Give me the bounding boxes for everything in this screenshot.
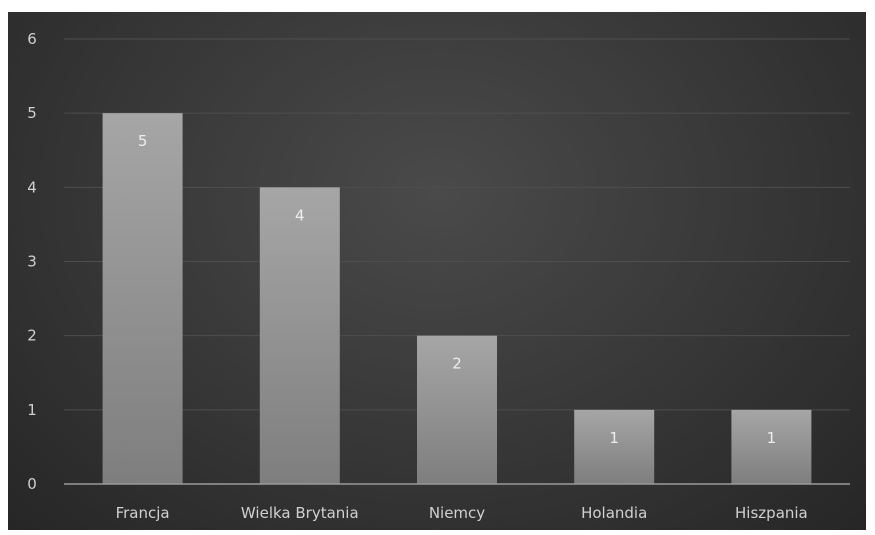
bar-hiszpania (731, 409, 812, 484)
y-axis-ticks: 0 1 2 3 4 5 6 (27, 30, 37, 493)
y-tick-label: 4 (27, 178, 37, 196)
bar-holandia (574, 409, 655, 484)
data-label: 2 (452, 355, 462, 373)
x-tick-label: Wielka Brytania (241, 504, 359, 522)
x-tick-label: Hiszpania (735, 504, 808, 522)
bar-wielka-brytania (259, 187, 340, 485)
data-label: 5 (138, 132, 148, 150)
bar-francja (102, 113, 183, 485)
y-tick-label: 0 (27, 475, 37, 493)
x-tick-label: Holandia (581, 504, 647, 522)
data-labels: 5 4 2 1 1 (138, 132, 776, 447)
gridlines (64, 38, 850, 411)
data-label: 4 (295, 206, 305, 224)
bars (102, 113, 812, 485)
x-tick-label: Francja (116, 504, 170, 522)
y-tick-label: 5 (27, 104, 37, 122)
x-tick-label: Niemcy (429, 504, 485, 522)
bar-chart: 0 1 2 3 4 5 6 5 4 2 1 1 Francja Wielka Brytania Niem… (27, 30, 850, 522)
data-label: 1 (609, 429, 619, 447)
bar-niemcy (417, 335, 497, 484)
chart-container: 0 1 2 3 4 5 6 5 4 2 1 1 Francja Wielka Brytania Niem… (8, 12, 866, 530)
y-tick-label: 1 (27, 401, 37, 419)
data-label: 1 (767, 429, 777, 447)
y-tick-label: 2 (27, 327, 37, 345)
y-tick-label: 6 (27, 30, 37, 48)
x-axis-ticks: Francja Wielka Brytania Niemcy Holandia Hisz… (116, 504, 808, 522)
y-tick-label: 3 (27, 253, 37, 271)
